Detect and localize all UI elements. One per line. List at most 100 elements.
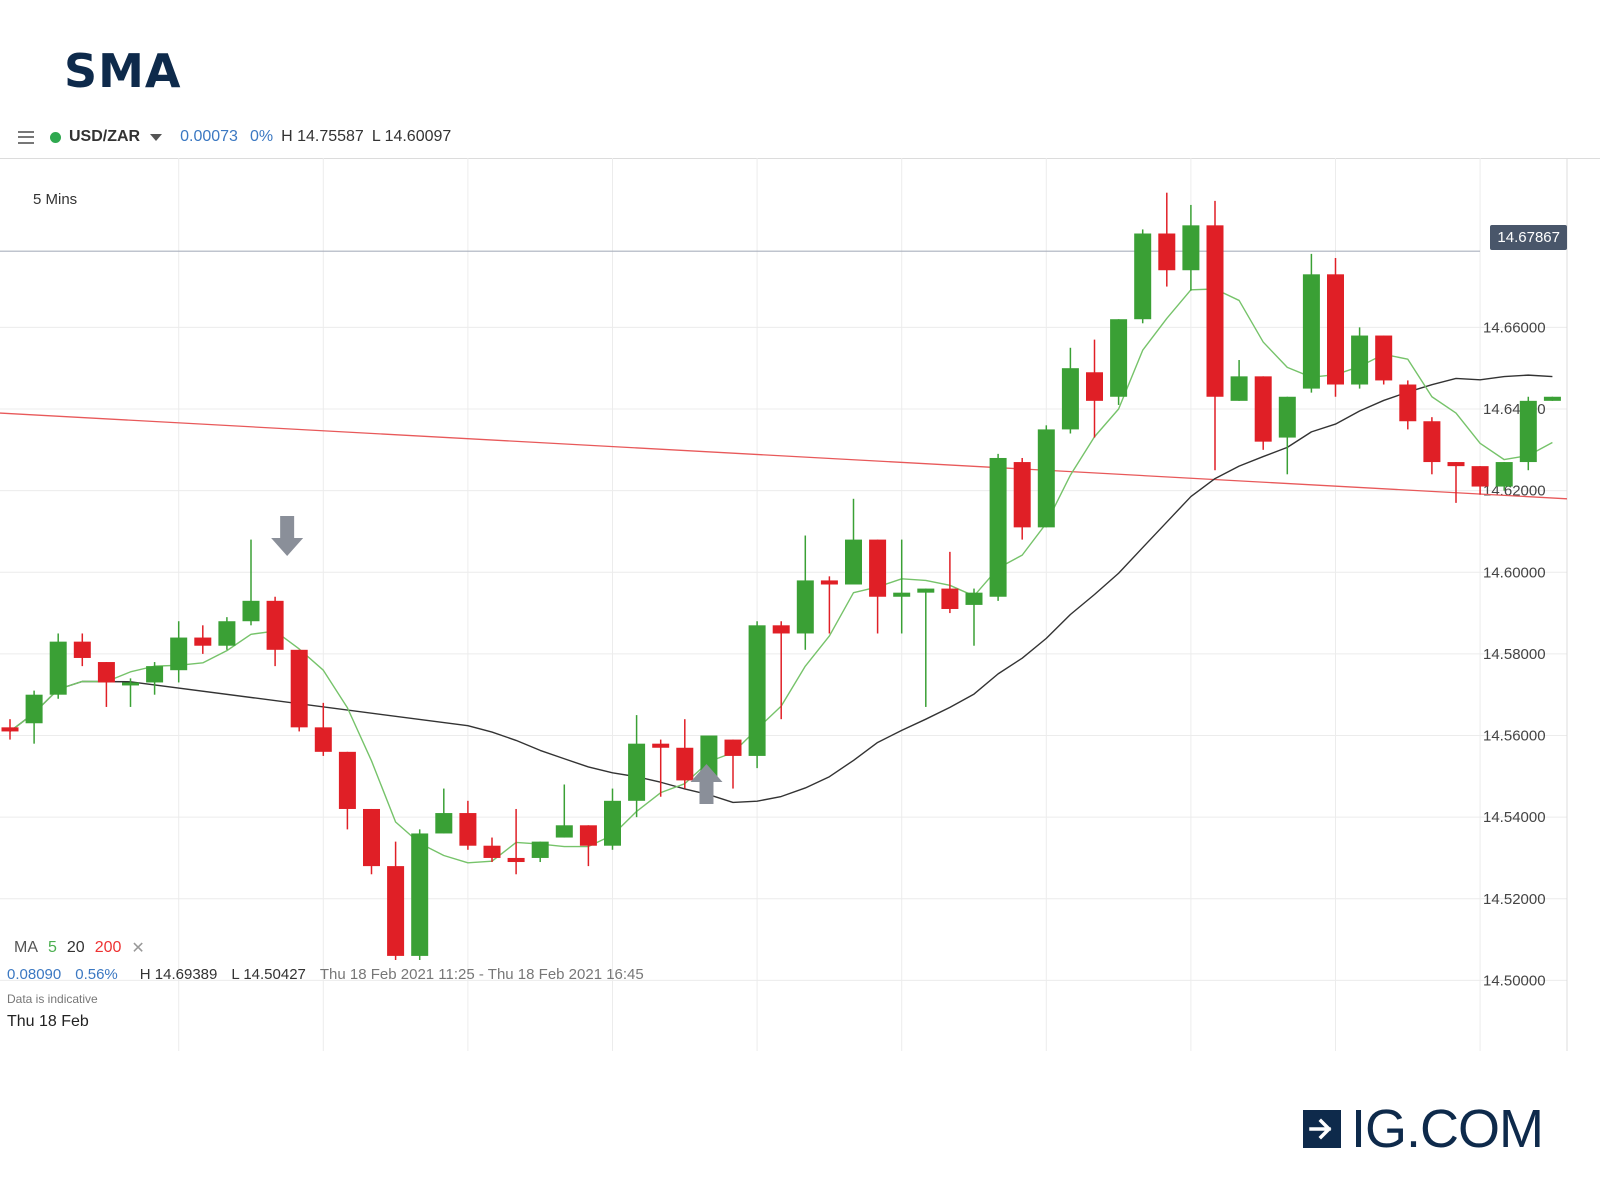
candle-body [170, 637, 188, 671]
candle-body [459, 813, 477, 846]
candle-body [387, 866, 405, 956]
candle-body [1134, 233, 1152, 320]
candle-body [1278, 396, 1296, 438]
candle-body [579, 825, 597, 846]
candle-body [73, 641, 91, 658]
instrument-name[interactable]: USD/ZAR [69, 128, 141, 145]
candle-body [1447, 462, 1465, 467]
candle-body [1351, 335, 1369, 385]
ma-period-200[interactable]: 200 [94, 939, 122, 956]
candle-body [1182, 225, 1200, 271]
menu-icon[interactable] [18, 130, 34, 144]
candle-body [845, 539, 862, 585]
candle-body [242, 600, 260, 622]
candle-body [146, 666, 164, 683]
candle-body [1206, 225, 1224, 397]
candle-body [555, 825, 573, 838]
candle-body [1519, 400, 1537, 463]
y-tick-label: 14.50000 [1483, 972, 1546, 989]
candle-body [363, 808, 380, 867]
candle-body [218, 621, 236, 646]
candle-body [748, 625, 766, 756]
candle-body [1230, 376, 1248, 401]
candle-body [338, 751, 356, 809]
candle-body [194, 637, 212, 646]
candle-body [796, 580, 814, 634]
y-tick-label: 14.60000 [1483, 564, 1546, 581]
candle-body [25, 694, 43, 724]
candle-body [1375, 335, 1393, 381]
candle-body [1013, 462, 1031, 528]
range-low: L 14.50427 [231, 966, 306, 983]
candle-body [869, 539, 887, 597]
candle-body [676, 747, 694, 781]
ma5-line [9, 288, 1553, 864]
timeframe-selector[interactable]: 5 Mins [33, 191, 78, 208]
candle-body [49, 641, 67, 695]
disclaimer: Data is indicative [7, 992, 98, 1006]
candle-body [1037, 429, 1055, 528]
price-change: 0.00073 [180, 128, 238, 145]
ig-logo-text: IG.COM [1351, 1099, 1544, 1159]
candle-body [628, 743, 646, 801]
candle-body [893, 592, 911, 597]
session-low: L 14.60097 [371, 128, 452, 145]
ma-period-5[interactable]: 5 [48, 939, 57, 956]
range-change-percent: 0.56% [75, 966, 118, 983]
candle-body [507, 857, 525, 863]
ma20-line [9, 374, 1553, 804]
candle-body [1302, 274, 1320, 389]
candle-body [97, 662, 115, 683]
y-tick-label: 14.54000 [1483, 809, 1546, 826]
candle-body [772, 625, 790, 634]
current-price-tag: 14.67867 [1490, 225, 1567, 250]
ma-period-20[interactable]: 20 [66, 939, 85, 956]
candle-body [266, 600, 284, 650]
candle-body [435, 813, 453, 834]
y-tick-label: 14.52000 [1483, 891, 1546, 908]
y-tick-label: 14.58000 [1483, 646, 1546, 663]
y-tick-label: 14.66000 [1483, 319, 1546, 336]
candle-body [652, 743, 670, 748]
ma200-line [0, 412, 1568, 500]
candlestick-chart[interactable]: 14.50000 14.52000 14.54000 14.56000 14.58000… [0, 116, 1600, 1062]
chart-panel[interactable]: USD/ZAR 0.00073 0% H 14.75587 L 14.60097… [0, 116, 1600, 1062]
range-change: 0.08090 [7, 966, 62, 983]
candle-body [411, 833, 429, 956]
sell-signal-arrow-icon [271, 516, 304, 556]
candle-body [917, 588, 935, 593]
candle-body [820, 580, 838, 585]
candle-body [1495, 462, 1513, 487]
ig-logo: IG.COM [1303, 1099, 1544, 1159]
candle-body [965, 592, 983, 605]
price-change-percent: 0% [249, 128, 274, 145]
range-stats: 0.08090 0.56% H 14.69389 L 14.50427 Thu … [7, 966, 658, 983]
chevron-down-icon[interactable] [150, 133, 163, 141]
candle-body [290, 649, 308, 728]
range-high: H 14.69389 [139, 966, 218, 983]
candle-body [531, 841, 549, 858]
arrow-right-icon [1303, 1110, 1341, 1148]
candle-body [1, 727, 19, 732]
close-icon[interactable]: ✕ [131, 940, 145, 957]
candle-body [724, 739, 742, 756]
session-high: H 14.75587 [281, 128, 364, 145]
candle-body [1423, 421, 1441, 463]
candle-body [314, 727, 332, 752]
candle-body [122, 682, 139, 686]
date-label: Thu 18 Feb [7, 1013, 89, 1030]
candle-body [604, 800, 621, 846]
candle-body [989, 457, 1007, 597]
candle-body [1471, 466, 1489, 487]
instrument-toolbar: USD/ZAR 0.00073 0% H 14.75587 L 14.60097 [0, 116, 1600, 159]
candle-body [483, 845, 501, 858]
buy-signal-arrow-icon [690, 764, 723, 804]
ma-legend-label: MA [14, 939, 38, 956]
candle-body [1110, 319, 1128, 397]
page-title: SMA [64, 44, 182, 98]
candle-body [1399, 384, 1417, 422]
candle-body [1327, 274, 1344, 385]
date-range: Thu 18 Feb 2021 11:25 - Thu 18 Feb 2021 … [319, 966, 644, 983]
candle-body [1086, 372, 1103, 401]
candle-body [941, 588, 959, 609]
